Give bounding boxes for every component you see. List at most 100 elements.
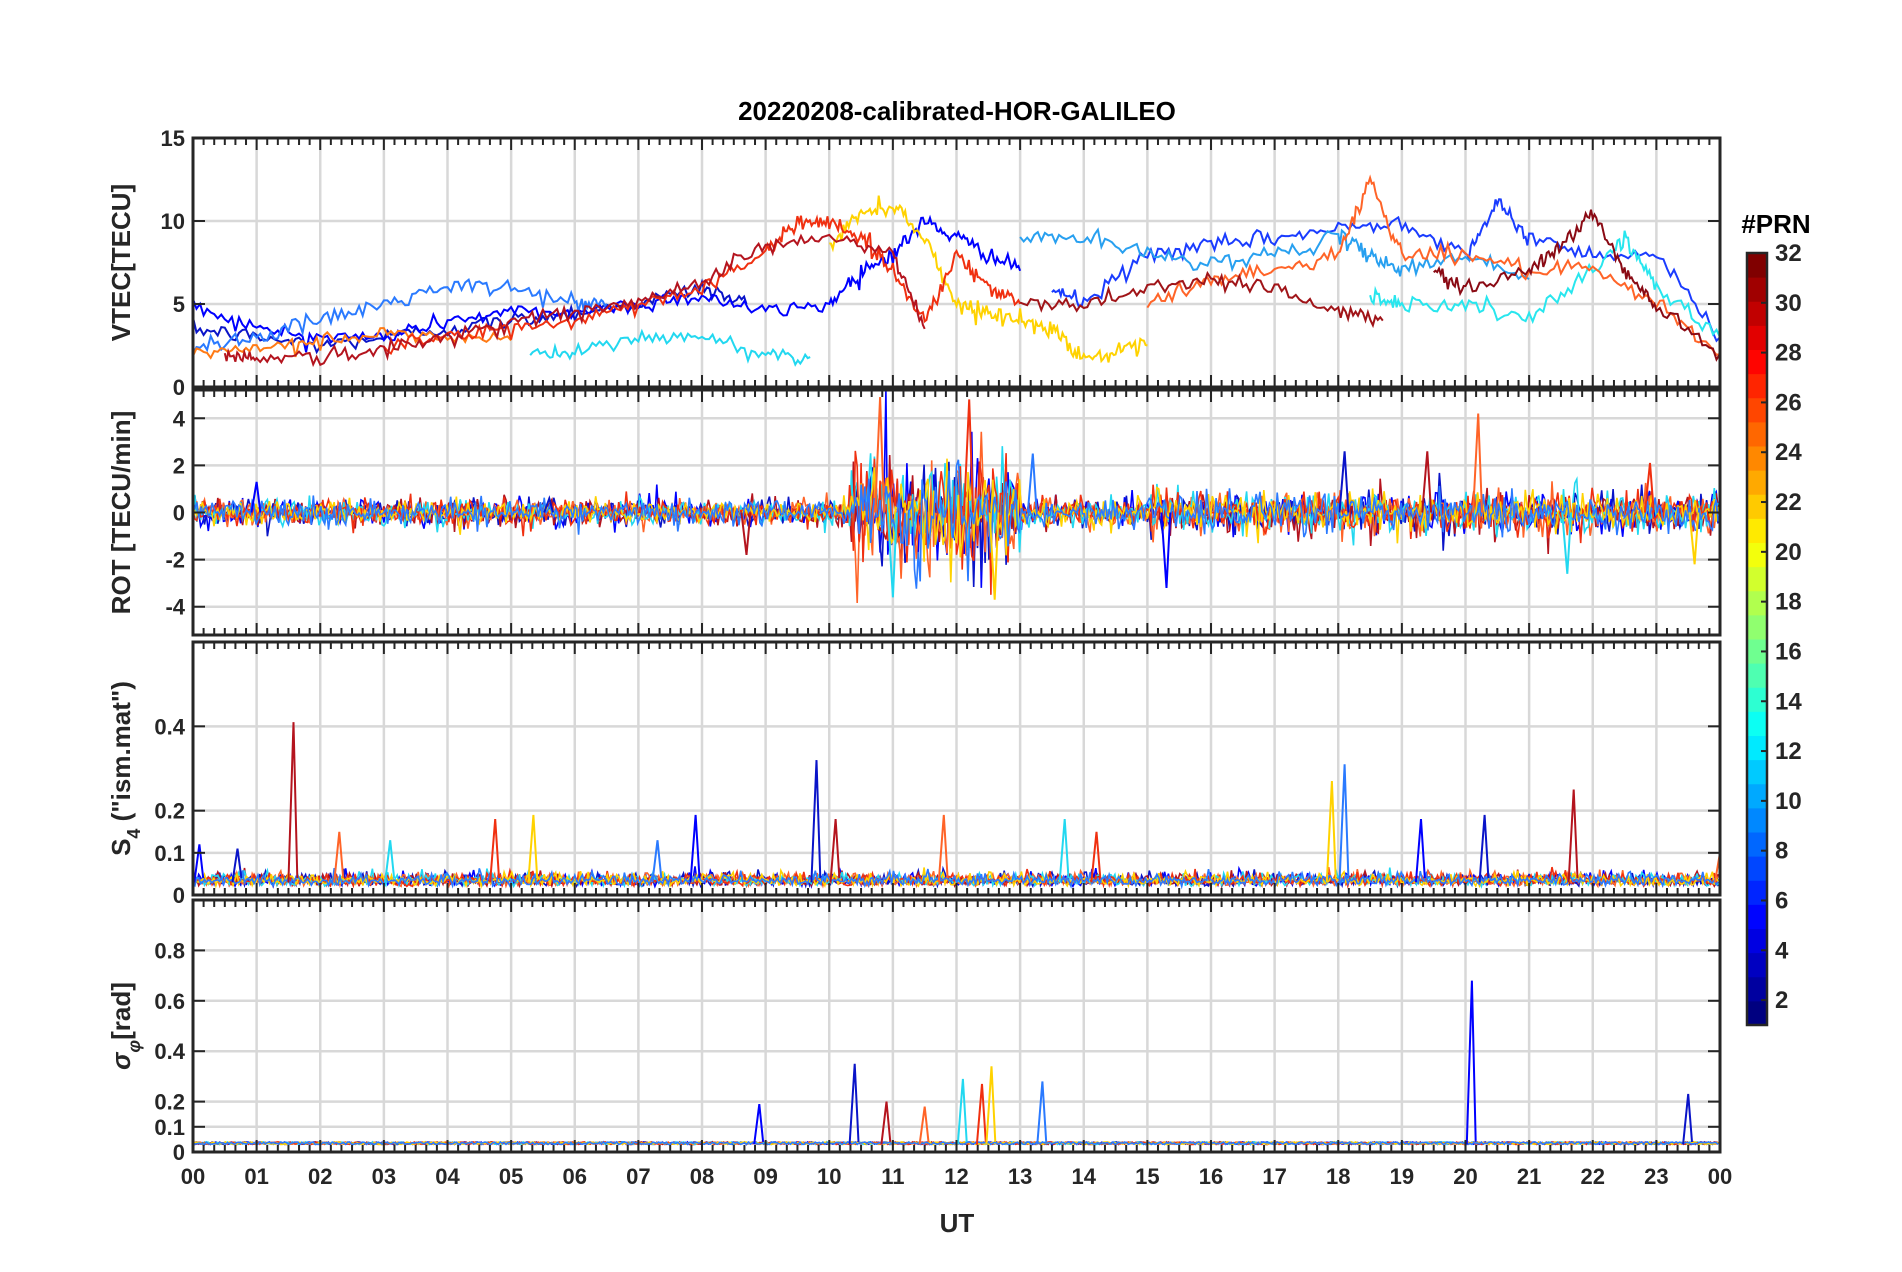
- colorbar-frame: [1745, 251, 1769, 1027]
- grid-sigphi: [191, 900, 1722, 1154]
- y-tick-label: 0.1: [154, 1115, 185, 1140]
- colorbar-segment: [1747, 349, 1767, 375]
- sigphi-peak: [985, 1066, 997, 1145]
- series-s4: [193, 722, 1720, 890]
- colorbar-segment: [1747, 639, 1767, 664]
- rot-peak: [1160, 512, 1172, 588]
- colorbar-tick-label: 12: [1775, 738, 1802, 765]
- colorbar-title: #PRN: [1741, 209, 1810, 239]
- y-tick-label: 0: [173, 501, 185, 526]
- rot-peak: [874, 397, 885, 513]
- rot-peak: [1561, 512, 1573, 574]
- panel-s4: 0 0.1 0.2 0.4 S4 ("ism.mat"): [106, 640, 1722, 908]
- vtec-line-prn-6: [1051, 198, 1720, 343]
- sigphi-peak: [753, 1103, 765, 1145]
- s4-peak: [333, 831, 345, 883]
- colorbar-tick-label: 30: [1775, 290, 1802, 317]
- x-tick-label: 00: [1708, 1164, 1732, 1189]
- rot-peak: [886, 512, 898, 598]
- x-tick-label: 13: [1008, 1164, 1032, 1189]
- colorbar-segment: [1747, 373, 1767, 399]
- rot-peak: [1338, 451, 1350, 513]
- vtec-line-prn-12: [529, 328, 811, 367]
- s4-peak: [1713, 852, 1720, 883]
- s4-peak: [1478, 814, 1490, 883]
- s4-peak: [1058, 819, 1070, 883]
- colorbar-tick-label: 32: [1775, 240, 1802, 267]
- x-tick-label: 10: [817, 1164, 841, 1189]
- rot-peak: [250, 481, 262, 513]
- colorbar-segment: [1747, 590, 1767, 616]
- s4-peak: [1090, 831, 1102, 883]
- x-tick-label: 15: [1135, 1164, 1159, 1189]
- colorbar-segment: [1747, 446, 1767, 471]
- s4-peak: [1414, 819, 1426, 883]
- x-tick-label: 21: [1517, 1164, 1541, 1189]
- s4-peak: [384, 840, 396, 883]
- s4-peak: [287, 722, 299, 883]
- colorbar-tick-label: 6: [1775, 887, 1788, 914]
- rot-peak: [1421, 451, 1433, 513]
- x-tick-label: 14: [1072, 1164, 1097, 1189]
- rot-peak: [1688, 512, 1700, 565]
- sigphi-peak: [1465, 980, 1477, 1145]
- colorbar-segment: [1747, 253, 1767, 278]
- ticks-sigphi: [192, 900, 1721, 1153]
- colorbar-tick-label: 14: [1775, 688, 1802, 715]
- rot-peak: [1026, 453, 1038, 513]
- colorbar-tick-label: 8: [1775, 838, 1788, 865]
- s4-peak: [1325, 781, 1337, 883]
- colorbar-segment: [1747, 1000, 1767, 1026]
- s4-peak: [651, 840, 663, 883]
- sigphi-peak: [1682, 1093, 1693, 1145]
- s4-peak: [231, 848, 243, 883]
- vtec-line-prn-10: [1019, 227, 1530, 281]
- x-tick-label: 23: [1644, 1164, 1668, 1189]
- colorbar-tick-label: 4: [1775, 937, 1789, 964]
- colorbar-segment: [1747, 566, 1767, 592]
- ticks-vtec: [192, 137, 1721, 388]
- vtec-line-prn-32: [1433, 209, 1720, 362]
- x-tick-label: 20: [1453, 1164, 1477, 1189]
- s4-peak: [937, 814, 949, 883]
- x-tick-label: 22: [1581, 1164, 1605, 1189]
- vtec-line-prn-27: [383, 214, 1022, 356]
- rot-peak: [1643, 462, 1655, 513]
- y-tick-label: 0.2: [154, 799, 185, 824]
- x-tick-label: 05: [499, 1164, 523, 1189]
- colorbar-segment: [1747, 687, 1767, 712]
- colorbar-segment: [1747, 783, 1767, 809]
- colorbar-segment: [1747, 470, 1767, 495]
- y-tick-label: 0: [173, 883, 185, 908]
- rot-peak: [988, 512, 1000, 600]
- y-tick-label: 0.2: [154, 1090, 185, 1115]
- x-tick-label: 01: [244, 1164, 268, 1189]
- y-tick-label: 15: [161, 126, 185, 151]
- series-vtec: [193, 174, 1720, 368]
- s4-peak: [193, 844, 205, 883]
- y-axis-label-s4: S4 ("ism.mat"): [106, 681, 144, 856]
- x-tick-label: 07: [626, 1164, 650, 1189]
- sigphi-peak: [848, 1063, 860, 1145]
- y-tick-label: 0.4: [154, 1039, 185, 1064]
- x-tick-label: 16: [1199, 1164, 1223, 1189]
- y-tick-label: -2: [165, 548, 185, 573]
- colorbar-segment: [1747, 301, 1767, 326]
- colorbar-segment: [1747, 807, 1767, 833]
- y-tick-label: 4: [173, 406, 186, 431]
- sigphi-peak: [880, 1101, 892, 1145]
- rot-trace: [193, 459, 1719, 589]
- y-tick-label: 0.4: [154, 714, 185, 739]
- y-tick-label: 2: [173, 453, 185, 478]
- colorbar-segment: [1747, 928, 1767, 954]
- vtec-line-prn-2: [193, 278, 748, 355]
- vtec-line-prn-25: [1146, 174, 1720, 357]
- rot-peak: [543, 495, 555, 513]
- colorbar-tick-label: 20: [1775, 539, 1802, 566]
- x-tick-label: 17: [1262, 1164, 1286, 1189]
- sigphi-peak: [1036, 1081, 1048, 1145]
- colorbar-segment: [1747, 976, 1767, 1002]
